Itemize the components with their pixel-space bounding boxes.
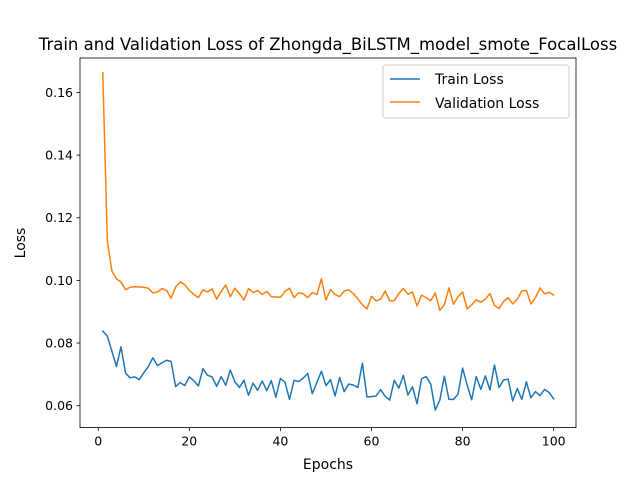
y-tick-label: 0.10 (45, 273, 73, 288)
x-tick-label: 20 (181, 434, 197, 449)
series-line-train-loss (101, 330, 555, 411)
y-tick-label: 0.14 (45, 148, 73, 163)
x-tick-label: 80 (455, 434, 471, 449)
legend: Train Loss Validation Loss (382, 64, 570, 119)
legend-train-loss-label: Train Loss (434, 72, 504, 88)
series-line-validation-loss (101, 71, 555, 312)
y-axis-ticks: 0.06 0.08 0.10 0.12 0.14 0.16 (45, 85, 80, 413)
x-tick-label: 0 (94, 434, 102, 449)
x-tick-label: 100 (542, 434, 566, 449)
x-axis-label: Epochs (303, 457, 353, 473)
legend-box (382, 64, 570, 119)
legend-validation-loss-label: Validation Loss (435, 96, 539, 112)
y-tick-label: 0.16 (45, 85, 73, 100)
x-tick-label: 60 (364, 434, 380, 449)
plot-frame (79, 57, 577, 429)
x-tick-label: 40 (272, 434, 288, 449)
y-axis-label: Loss (13, 228, 29, 259)
y-tick-label: 0.06 (45, 398, 73, 413)
plot-area (80, 58, 576, 428)
x-axis-ticks: 0 20 40 60 80 100 (94, 427, 566, 449)
chart-title: Train and Validation Loss of Zhongda_BiL… (38, 35, 617, 55)
y-tick-label: 0.08 (45, 336, 73, 351)
y-tick-label: 0.12 (45, 210, 73, 225)
series-layer (101, 71, 555, 411)
